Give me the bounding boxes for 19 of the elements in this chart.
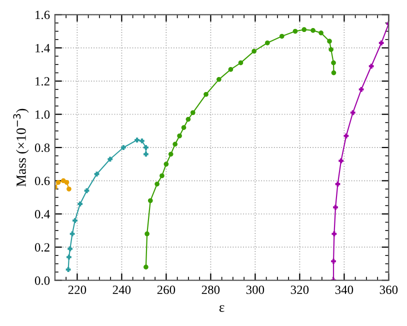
x-tick-label: 280: [202, 286, 220, 294]
x-tick-label: 240: [112, 286, 131, 294]
y-tick-label: 0.2: [34, 243, 50, 252]
x-tick-label: 260: [157, 286, 176, 294]
x-tick-label: 300: [246, 286, 264, 294]
y-tick-label: 1.6: [36, 10, 50, 20]
x-tick-label: 220: [68, 286, 86, 294]
y-tick-label: 0.6: [34, 176, 50, 186]
x-tick-label: 340: [335, 286, 354, 294]
y-axis-title: Mass (×10$^{−3}$): [13, 108, 29, 186]
y-tick-label: 1.4: [36, 44, 50, 52]
y-tick-label: 1.0: [36, 110, 50, 119]
y-tick-label: 1.2: [36, 77, 50, 86]
x-tick-label: 320: [290, 286, 309, 294]
x-axis-title: ε: [219, 305, 224, 312]
y-tick-label: 0.0: [34, 276, 50, 285]
y-tick-label: 0.4: [34, 210, 50, 218]
x-tick-label: 360: [380, 286, 398, 294]
y-tick-label: 0.8: [34, 144, 50, 152]
